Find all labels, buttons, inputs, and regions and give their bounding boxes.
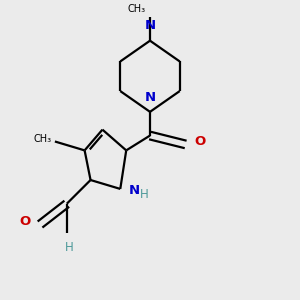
Text: H: H	[65, 241, 74, 254]
Text: CH₃: CH₃	[34, 134, 52, 143]
Text: N: N	[144, 20, 156, 32]
Text: O: O	[20, 215, 31, 228]
Text: H: H	[140, 188, 148, 201]
Text: N: N	[144, 92, 156, 104]
Text: N: N	[129, 184, 140, 197]
Text: O: O	[195, 135, 206, 148]
Text: CH₃: CH₃	[128, 4, 146, 14]
